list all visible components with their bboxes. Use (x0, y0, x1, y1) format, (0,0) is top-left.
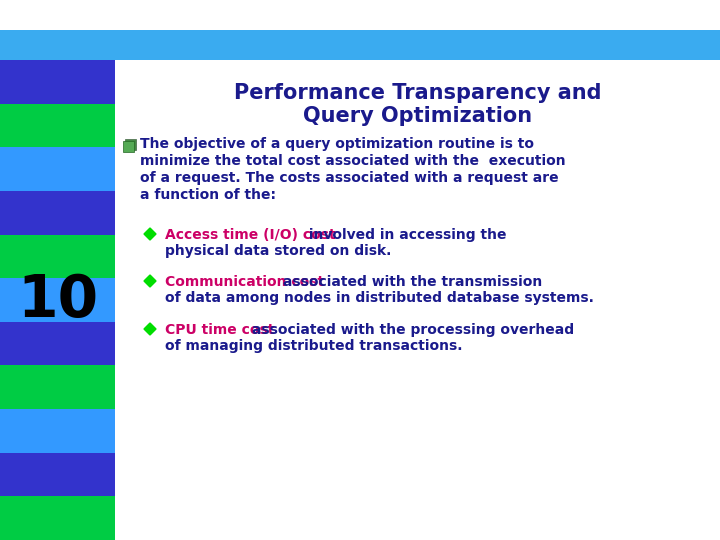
Bar (0, 409, 115, 453)
Bar (0, 496, 115, 540)
Bar (0, 30, 720, 60)
Text: Access time (I/O) cost: Access time (I/O) cost (165, 228, 336, 242)
Bar (123, 141, 134, 152)
Bar (0, 278, 115, 322)
Text: of a request. The costs associated with a request are: of a request. The costs associated with … (140, 171, 559, 185)
Bar (0, 191, 115, 234)
Bar (115, 60, 720, 540)
Text: 10: 10 (17, 272, 98, 328)
Polygon shape (144, 228, 156, 240)
Bar (0, 234, 115, 278)
Text: a function of the:: a function of the: (140, 188, 276, 202)
Bar (0, 322, 115, 366)
Text: involved in accessing the: involved in accessing the (304, 228, 506, 242)
Bar (0, 453, 115, 496)
Text: of data among nodes in distributed database systems.: of data among nodes in distributed datab… (165, 291, 594, 305)
Text: of managing distributed transactions.: of managing distributed transactions. (165, 339, 462, 353)
Text: Performance Transparency and: Performance Transparency and (234, 83, 601, 103)
Text: Query Optimization: Query Optimization (303, 106, 532, 126)
Text: The objective of a query optimization routine is to: The objective of a query optimization ro… (140, 137, 534, 151)
Bar (125, 139, 136, 150)
Polygon shape (144, 275, 156, 287)
Text: minimize the total cost associated with the  execution: minimize the total cost associated with … (140, 154, 566, 168)
Text: CPU time cost: CPU time cost (165, 323, 274, 337)
Bar (0, 147, 115, 191)
Text: physical data stored on disk.: physical data stored on disk. (165, 244, 392, 258)
Text: associated with the processing overhead: associated with the processing overhead (247, 323, 574, 337)
Text: Communication cost: Communication cost (165, 275, 324, 289)
Bar (0, 366, 115, 409)
Polygon shape (144, 323, 156, 335)
Bar (0, 60, 115, 104)
Text: associated with the transmission: associated with the transmission (279, 275, 543, 289)
Bar (0, 104, 115, 147)
